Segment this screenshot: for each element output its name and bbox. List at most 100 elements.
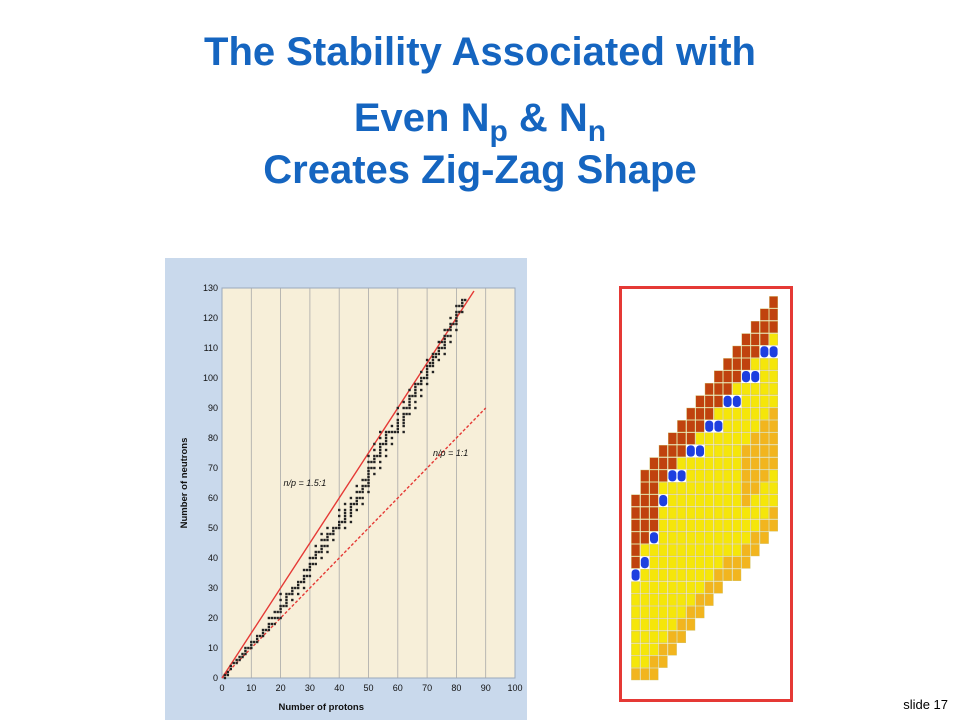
nucleus-cell bbox=[695, 569, 705, 582]
stable-nucleus-point bbox=[376, 454, 379, 458]
nucleus-cell bbox=[704, 544, 714, 557]
stable-nucleus-point bbox=[226, 673, 230, 677]
stable-nucleus-point bbox=[279, 607, 282, 611]
stable-nucleus-point bbox=[405, 406, 408, 410]
nucleus-cell bbox=[723, 358, 733, 371]
nucleus-cell bbox=[631, 643, 640, 656]
nucleus-cell bbox=[750, 382, 760, 395]
nucleus-cell bbox=[732, 556, 742, 569]
nucleus-cell bbox=[713, 556, 723, 569]
stable-nucleus-point bbox=[443, 340, 446, 344]
title-line-2: Even Np & Nn bbox=[0, 92, 960, 147]
nucleus-cell bbox=[649, 482, 659, 495]
y-tick-label: 50 bbox=[208, 523, 218, 533]
nucleus-cell bbox=[704, 432, 714, 445]
stable-nucleus-point bbox=[367, 469, 370, 473]
stable-nucleus-point bbox=[420, 376, 423, 380]
nucleus-cell bbox=[713, 581, 723, 594]
stable-nucleus-point bbox=[384, 448, 388, 452]
stable-nucleus-point bbox=[338, 526, 341, 530]
nucleus-cell bbox=[723, 444, 733, 457]
stable-nucleus-point bbox=[255, 640, 259, 644]
even-even-nucleus-cell bbox=[705, 420, 714, 432]
stable-nucleus-point bbox=[352, 502, 356, 506]
ratio-label-1: n/p = 1:1 bbox=[433, 448, 468, 458]
stable-nucleus-point bbox=[285, 601, 288, 605]
stable-nucleus-point bbox=[396, 430, 399, 434]
nucleus-cell bbox=[713, 444, 723, 457]
nucleus-cell bbox=[668, 457, 677, 470]
nucleus-cell bbox=[649, 593, 659, 606]
nucleus-cell bbox=[750, 333, 760, 346]
nucleus-cell bbox=[732, 444, 742, 457]
nucleus-cell bbox=[769, 469, 778, 482]
nucleus-cell bbox=[695, 519, 705, 532]
stable-nucleus-point bbox=[302, 574, 306, 578]
nucleus-cell bbox=[686, 457, 696, 470]
stable-nucleus-point bbox=[367, 484, 370, 488]
nucleus-cell bbox=[713, 531, 723, 544]
stable-nucleus-point bbox=[244, 649, 247, 653]
stable-nucleus-point bbox=[390, 424, 394, 428]
stable-nucleus-point bbox=[267, 625, 271, 629]
nucleus-cell bbox=[695, 407, 705, 420]
stable-nucleus-point bbox=[461, 304, 464, 308]
stable-nucleus-point bbox=[320, 556, 323, 560]
nucleus-cell bbox=[750, 482, 760, 495]
nucleus-cell bbox=[732, 519, 742, 532]
nucleus-cell bbox=[759, 531, 769, 544]
nucleus-cell bbox=[668, 482, 677, 495]
stable-nucleus-point bbox=[226, 670, 230, 674]
stable-nucleus-point bbox=[261, 634, 265, 638]
nucleus-cell bbox=[677, 631, 687, 644]
stable-nucleus-point bbox=[458, 304, 461, 308]
nucleus-cell bbox=[677, 544, 687, 557]
nucleus-cell bbox=[713, 506, 723, 519]
stable-nucleus-point bbox=[314, 550, 317, 554]
stable-nucleus-point bbox=[463, 298, 467, 302]
stable-nucleus-point bbox=[455, 310, 458, 314]
y-tick-label: 130 bbox=[203, 283, 218, 293]
x-axis-label: Number of protons bbox=[279, 702, 365, 713]
nucleus-cell bbox=[741, 556, 751, 569]
nucleus-cell bbox=[695, 482, 705, 495]
nucleus-cell bbox=[640, 631, 650, 644]
stable-nucleus-point bbox=[311, 562, 315, 566]
nucleus-cell bbox=[732, 370, 742, 383]
stable-nucleus-point bbox=[446, 328, 449, 332]
y-tick-label: 80 bbox=[208, 433, 218, 443]
stable-nucleus-point bbox=[323, 538, 326, 542]
x-tick-label: 30 bbox=[305, 683, 315, 693]
y-tick-label: 60 bbox=[208, 493, 218, 503]
stable-nucleus-point bbox=[425, 370, 429, 374]
stable-nucleus-point bbox=[414, 382, 417, 386]
stable-nucleus-point bbox=[367, 454, 370, 458]
stable-nucleus-point bbox=[311, 556, 315, 560]
nucleus-cell bbox=[649, 494, 659, 507]
nucleus-cell bbox=[668, 581, 677, 594]
nucleus-cell bbox=[677, 506, 687, 519]
nucleus-cell bbox=[723, 482, 733, 495]
nucleus-cell bbox=[631, 519, 640, 532]
stable-nucleus-point bbox=[408, 412, 411, 416]
stable-nucleus-point bbox=[449, 340, 452, 344]
y-tick-label: 40 bbox=[208, 553, 218, 563]
stable-nucleus-point bbox=[361, 502, 364, 506]
nucleus-cell bbox=[686, 531, 696, 544]
stable-nucleus-point bbox=[349, 502, 353, 506]
nucleus-cell bbox=[686, 407, 696, 420]
stable-nucleus-point bbox=[402, 421, 405, 425]
stable-nucleus-point bbox=[302, 568, 306, 572]
stable-nucleus-point bbox=[332, 526, 335, 530]
even-even-nucleus-cell bbox=[659, 495, 668, 507]
stable-nucleus-point bbox=[317, 550, 320, 554]
stable-nucleus-point bbox=[253, 640, 256, 644]
nucleus-cell bbox=[631, 544, 640, 557]
nucleus-cell bbox=[713, 482, 723, 495]
nucleus-cell bbox=[686, 606, 696, 619]
nucleus-cell bbox=[750, 457, 760, 470]
y-tick-label: 70 bbox=[208, 463, 218, 473]
nucleus-cell bbox=[677, 556, 687, 569]
nucleus-cell bbox=[741, 544, 751, 557]
stable-nucleus-point bbox=[440, 346, 443, 350]
